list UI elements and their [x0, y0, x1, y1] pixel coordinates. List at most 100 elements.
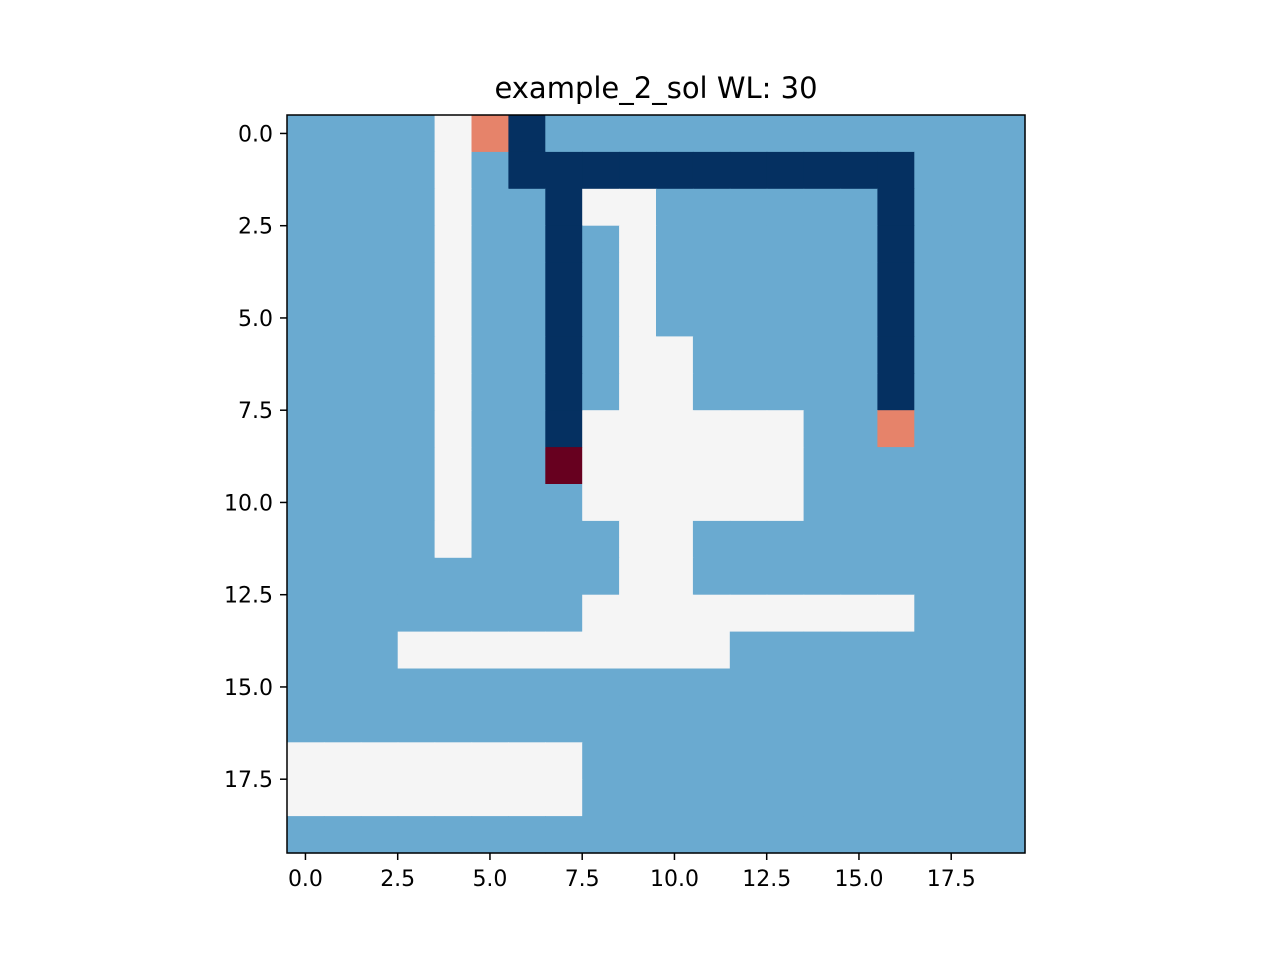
heatmap-cell: [397, 742, 436, 780]
heatmap-cell: [840, 668, 878, 706]
heatmap-cell: [397, 447, 436, 485]
heatmap-cell: [397, 594, 436, 633]
heatmap-cell: [914, 631, 952, 670]
heatmap-cell: [619, 520, 657, 559]
heatmap-cell: [840, 742, 878, 780]
heatmap-cell: [988, 151, 1026, 190]
heatmap-cell: [951, 816, 989, 854]
heatmap-cell: [988, 742, 1026, 780]
heatmap-cell: [582, 520, 620, 559]
heatmap-cell: [508, 816, 546, 854]
heatmap-cell: [766, 336, 805, 374]
heatmap-cell: [508, 336, 546, 374]
heatmap-cell: [508, 594, 546, 633]
heatmap-cell: [397, 410, 436, 448]
heatmap-cell: [656, 631, 694, 670]
heatmap-cell: [766, 668, 805, 706]
heatmap-cell: [877, 447, 915, 485]
heatmap-cell: [692, 336, 731, 374]
heatmap-cell: [508, 151, 546, 190]
heatmap-cell: [840, 373, 878, 411]
heatmap-cell: [619, 410, 657, 448]
heatmap-cell: [323, 816, 362, 854]
heatmap-cell: [397, 520, 436, 559]
heatmap-cell: [766, 410, 805, 448]
heatmap-cell: [619, 447, 657, 485]
heatmap-cell: [582, 705, 620, 743]
heatmap-cell: [360, 188, 399, 227]
heatmap-cell: [877, 557, 915, 596]
heatmap-cell: [619, 631, 657, 670]
heatmap-cell: [766, 484, 805, 522]
heatmap-cell: [434, 115, 473, 153]
heatmap-cell: [287, 668, 325, 706]
heatmap-cell: [434, 410, 473, 448]
y-tick-label: 10.0: [224, 491, 273, 516]
heatmap-cell: [840, 631, 878, 670]
heatmap-cell: [692, 447, 731, 485]
heatmap-cell: [914, 484, 952, 522]
heatmap-cell: [914, 705, 952, 743]
heatmap-cell: [692, 816, 731, 854]
heatmap-cell: [471, 557, 509, 596]
heatmap-cell: [397, 816, 436, 854]
heatmap-cell: [619, 262, 657, 301]
heatmap-cell: [545, 816, 583, 854]
heatmap-cell: [287, 520, 325, 559]
heatmap-cell: [840, 151, 878, 190]
heatmap-cell: [545, 299, 583, 337]
heatmap-cell: [692, 299, 731, 337]
heatmap-cell: [545, 631, 583, 670]
heatmap-cell: [988, 447, 1026, 485]
y-tick-label: 0.0: [238, 122, 273, 147]
heatmap-cell: [803, 447, 842, 485]
heatmap-cell: [656, 816, 694, 854]
heatmap-cell: [582, 742, 620, 780]
heatmap-cell: [619, 816, 657, 854]
heatmap-cell: [656, 705, 694, 743]
heatmap-cell: [434, 668, 473, 706]
heatmap-cell: [287, 484, 325, 522]
heatmap-cell: [582, 115, 620, 153]
heatmap-cell: [471, 188, 509, 227]
heatmap-cell: [287, 262, 325, 301]
heatmap-cell: [619, 705, 657, 743]
heatmap-cell: [323, 668, 362, 706]
heatmap-cell: [545, 262, 583, 301]
heatmap-cell: [397, 631, 436, 670]
heatmap-cell: [323, 447, 362, 485]
heatmap-cell: [471, 520, 509, 559]
heatmap-cell: [397, 484, 436, 522]
heatmap-cell: [840, 779, 878, 817]
heatmap-cell: [656, 373, 694, 411]
heatmap-cell: [582, 410, 620, 448]
heatmap-cell: [471, 705, 509, 743]
heatmap-cell: [803, 668, 842, 706]
heatmap-cell: [729, 816, 768, 854]
heatmap-cell: [692, 668, 731, 706]
heatmap-cell: [434, 188, 473, 227]
heatmap-cell: [988, 520, 1026, 559]
heatmap-cell: [508, 447, 546, 485]
heatmap-cell: [951, 742, 989, 780]
heatmap-cell: [988, 373, 1026, 411]
heatmap-cell: [360, 594, 399, 633]
heatmap-cell: [951, 299, 989, 337]
heatmap-cell: [729, 410, 768, 448]
heatmap-cell: [803, 520, 842, 559]
heatmap-cell: [877, 631, 915, 670]
heatmap-cell: [323, 262, 362, 301]
heatmap-cell: [323, 484, 362, 522]
heatmap-cell: [803, 151, 842, 190]
heatmap-cell: [692, 779, 731, 817]
heatmap-cell: [582, 484, 620, 522]
heatmap-cell: [545, 373, 583, 411]
heatmap-cell: [471, 336, 509, 374]
heatmap-cell: [692, 742, 731, 780]
heatmap-cell: [508, 484, 546, 522]
heatmap-cell: [545, 484, 583, 522]
heatmap-cell: [656, 447, 694, 485]
heatmap-cell: [692, 373, 731, 411]
heatmap-cell: [988, 299, 1026, 337]
